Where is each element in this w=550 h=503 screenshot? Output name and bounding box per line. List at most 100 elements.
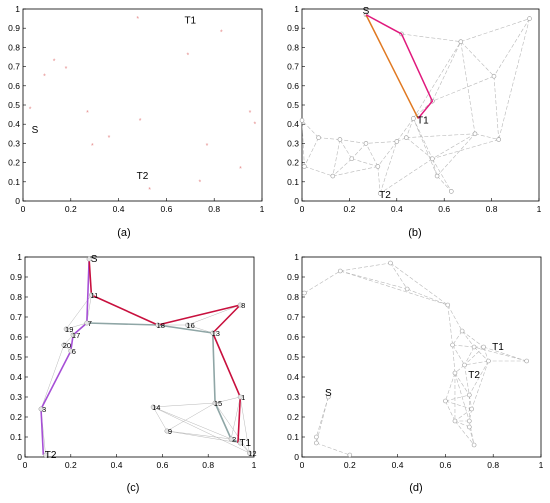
mesh-edge <box>445 400 456 422</box>
y-tick-label: 0.1 <box>10 432 22 442</box>
mesh-edge <box>379 141 398 194</box>
mesh-edge <box>340 270 408 290</box>
mesh-edge <box>401 33 461 42</box>
y-tick-label: 0.6 <box>287 81 299 91</box>
x-tick-label: 0.8 <box>208 204 220 214</box>
graph-node <box>246 450 252 456</box>
graph-node <box>394 139 400 144</box>
node-label-18: 18 <box>157 321 165 330</box>
y-tick-label: 0.8 <box>10 292 22 302</box>
y-tick-label: 0.7 <box>10 312 22 322</box>
mesh-edge <box>452 344 456 374</box>
y-tick-label: 0.1 <box>287 177 299 187</box>
graph-node <box>491 73 497 79</box>
mesh-edge <box>432 158 452 192</box>
x-tick-label: 0.6 <box>156 460 168 470</box>
graph-node <box>524 358 529 364</box>
graph-node <box>363 141 369 146</box>
node-label-12: 12 <box>248 449 256 458</box>
graph-node <box>462 362 467 368</box>
y-tick-label: 0.5 <box>8 100 20 110</box>
mesh-edge <box>153 402 216 408</box>
scatter-point: * <box>249 110 252 117</box>
node-label-16: 16 <box>186 321 194 330</box>
graph-node <box>150 404 156 410</box>
mesh-edge <box>454 408 472 422</box>
node-label-t2: T2 <box>379 190 391 201</box>
graph-node <box>471 344 477 350</box>
node-label-t2: T2 <box>137 171 149 182</box>
node-label-15: 15 <box>214 399 222 408</box>
panel-c-graph: 0 0.2 0.4 0.6 0.8 1 0 0.1 0.2 0.3 0.4 0.5 0.6 0.7 0.8 0… <box>10 252 256 470</box>
y-tick-label: 0.9 <box>287 23 299 33</box>
graph-node <box>377 191 383 196</box>
path-crimson <box>88 258 242 444</box>
graph-node <box>452 370 458 376</box>
graph-node <box>228 436 234 442</box>
panel-a-scatter: 0 0.2 0.4 0.6 0.8 1 0 0.1 0.2 0.3 0.4 0.5 0.6 0.7 0.8 0… <box>8 4 264 214</box>
mesh-edge <box>215 396 241 404</box>
mesh-edge <box>445 394 470 402</box>
mesh-edge <box>464 346 484 366</box>
path-orange <box>365 14 419 119</box>
y-tick-label: 1 <box>15 4 20 14</box>
mesh-edge <box>471 360 489 410</box>
mesh-edge <box>316 396 329 444</box>
scatter-point: * <box>139 118 142 125</box>
y-tick-label: 1 <box>294 4 299 14</box>
mesh-edge <box>407 288 448 306</box>
mesh-edge <box>469 394 472 410</box>
mesh-edge <box>340 262 391 272</box>
graph-node <box>486 358 491 364</box>
graph-node <box>527 16 532 21</box>
mesh-edge <box>447 304 453 346</box>
y-tick-label: 0.1 <box>287 432 299 442</box>
x-tick-label: 0 <box>23 460 28 470</box>
mesh-edge <box>377 141 398 167</box>
y-tick-label: 0.6 <box>10 332 22 342</box>
y-tick-label: 0.9 <box>287 272 299 282</box>
x-tick-label: 0.2 <box>343 204 355 214</box>
x-tick-label: 0.2 <box>65 204 77 214</box>
graph-node <box>316 135 321 140</box>
x-tick-label: 0.2 <box>344 460 356 470</box>
mesh-edge <box>469 420 475 446</box>
x-tick-label: 0.4 <box>391 204 403 214</box>
y-tick-label: 0.7 <box>287 312 299 322</box>
y-tick-label: 0.2 <box>8 158 20 168</box>
mesh-edge <box>40 344 65 410</box>
graph-node <box>469 406 474 412</box>
mesh-edge <box>445 400 472 410</box>
node-label-9: 9 <box>168 427 172 436</box>
y-tick-label: 0.2 <box>287 412 299 422</box>
graph-node <box>450 342 455 348</box>
node-label-2: 2 <box>232 435 236 444</box>
node-label-s: S <box>363 6 370 17</box>
y-tick-label: 0.3 <box>287 138 299 148</box>
node-label-14: 14 <box>152 403 160 412</box>
y-tick-label: 0 <box>15 196 20 206</box>
node-label-19: 19 <box>65 325 73 334</box>
x-tick-label: 0.6 <box>160 204 172 214</box>
mesh-edge <box>153 406 232 440</box>
mesh-edge <box>454 420 470 428</box>
mesh-edge <box>432 139 499 160</box>
mesh-edge <box>339 139 367 144</box>
scatter-point: * <box>239 166 242 173</box>
plot-frame <box>24 256 255 458</box>
mesh-edge <box>452 344 465 366</box>
graph-node <box>314 434 319 440</box>
y-tick-label: 0.3 <box>10 392 22 402</box>
y-tick-label: 1 <box>294 252 299 262</box>
mesh-edge <box>304 137 319 167</box>
node-label-t1: T1 <box>184 16 196 27</box>
node-label-t2: T2 <box>468 370 480 381</box>
y-tick-label: 1 <box>17 252 22 262</box>
graph-node <box>337 137 343 142</box>
mesh-edge <box>461 330 484 348</box>
node-label-s: S <box>32 125 39 136</box>
scatter-point: * <box>187 53 190 60</box>
mesh-edge <box>406 137 433 159</box>
graph-node <box>210 330 216 336</box>
